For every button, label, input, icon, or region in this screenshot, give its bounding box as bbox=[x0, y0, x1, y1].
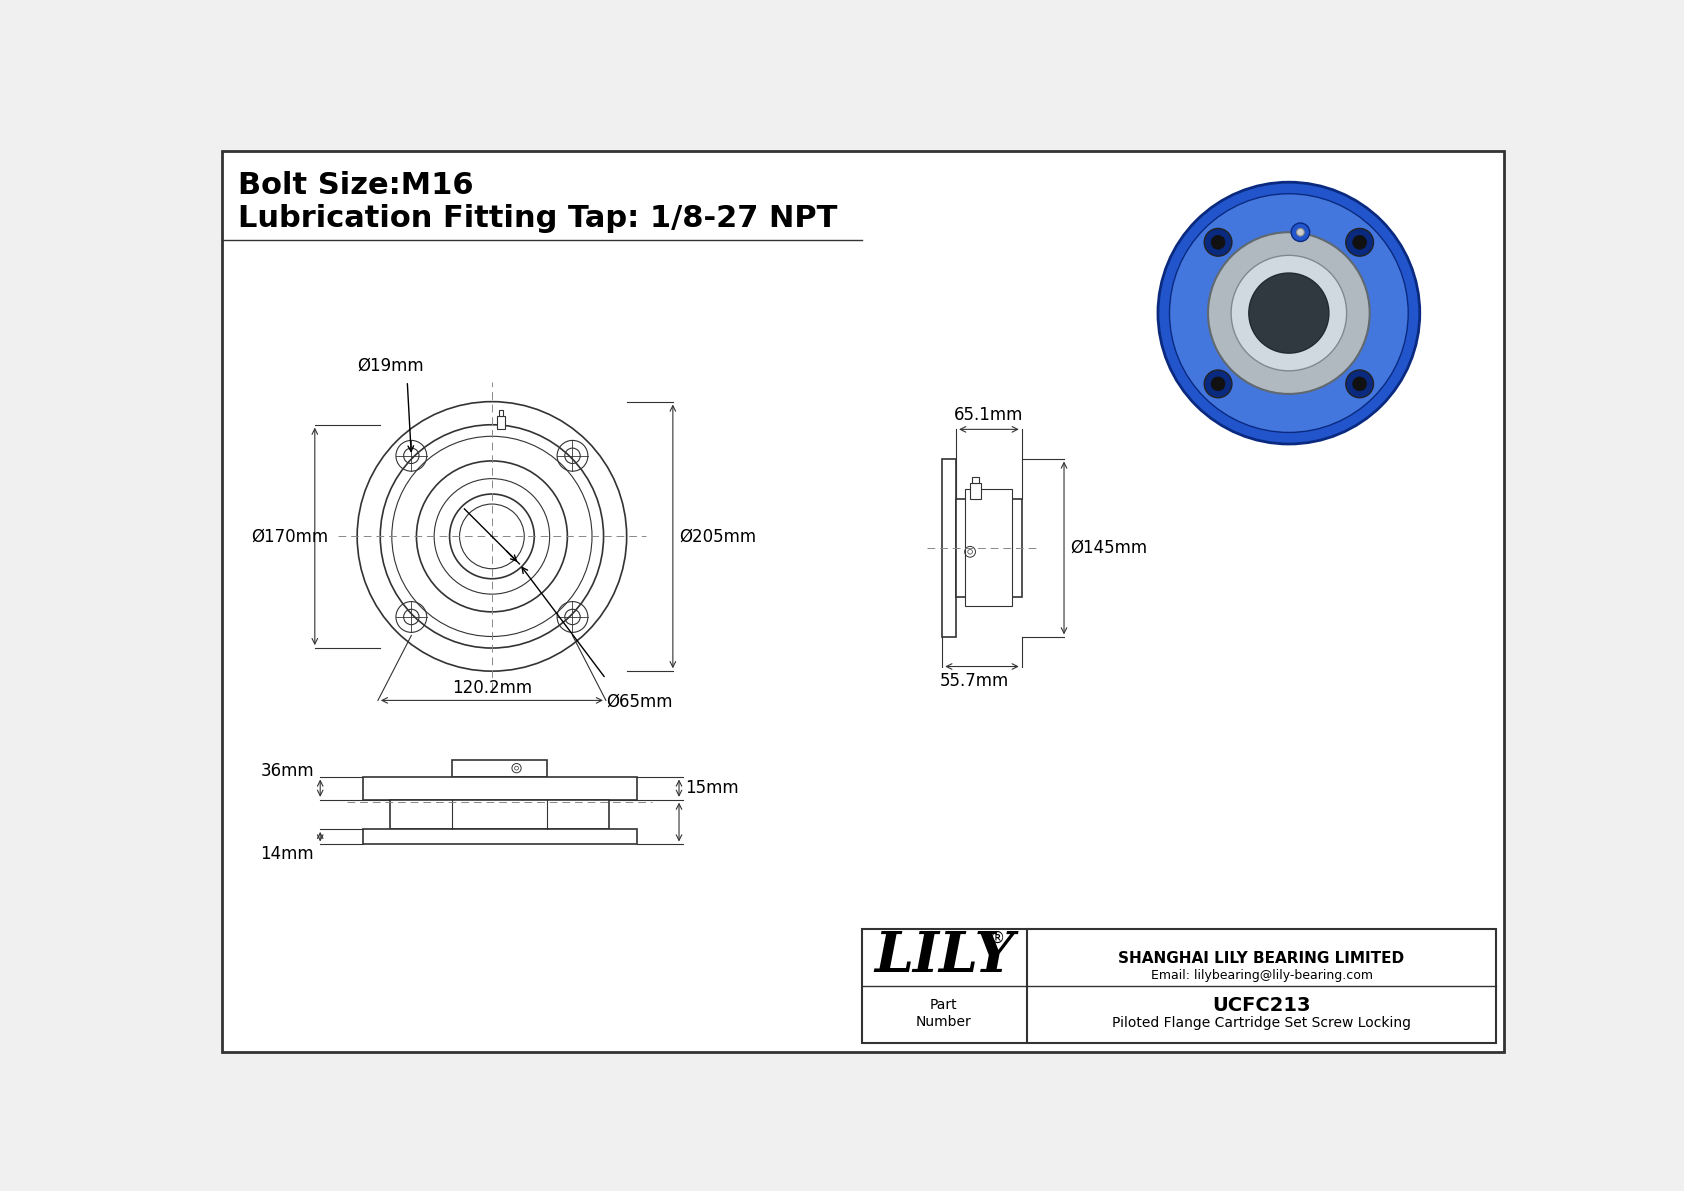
Bar bbox=[943, 459, 957, 637]
Text: Bolt Size:M16: Bolt Size:M16 bbox=[237, 170, 473, 200]
Circle shape bbox=[1211, 236, 1224, 249]
Circle shape bbox=[1169, 194, 1408, 432]
Text: LILY: LILY bbox=[874, 929, 1014, 984]
Text: UCFC213: UCFC213 bbox=[1212, 996, 1310, 1015]
Circle shape bbox=[1346, 370, 1374, 398]
Text: Piloted Flange Cartridge Set Screw Locking: Piloted Flange Cartridge Set Screw Locki… bbox=[1111, 1016, 1411, 1030]
Circle shape bbox=[1352, 376, 1367, 391]
Circle shape bbox=[1204, 229, 1233, 256]
Bar bbox=[362, 829, 637, 844]
Bar bbox=[497, 417, 505, 429]
Text: Email: lilybearing@lily-bearing.com: Email: lilybearing@lily-bearing.com bbox=[1150, 969, 1372, 983]
Text: Ø19mm: Ø19mm bbox=[357, 356, 424, 375]
Bar bbox=[862, 929, 1495, 1043]
Text: 65.1mm: 65.1mm bbox=[955, 406, 1024, 424]
Bar bbox=[972, 478, 980, 484]
Text: 14mm: 14mm bbox=[261, 844, 313, 862]
Bar bbox=[965, 490, 1012, 606]
Text: 36mm: 36mm bbox=[261, 762, 313, 780]
Bar bbox=[451, 760, 547, 777]
Circle shape bbox=[1250, 273, 1329, 353]
Text: 120.2mm: 120.2mm bbox=[451, 679, 532, 697]
Circle shape bbox=[1297, 229, 1305, 236]
Text: Lubrication Fitting Tap: 1/8-27 NPT: Lubrication Fitting Tap: 1/8-27 NPT bbox=[237, 204, 837, 232]
Text: ®: ® bbox=[990, 930, 1005, 946]
Bar bbox=[498, 410, 504, 417]
Circle shape bbox=[1207, 232, 1369, 394]
Bar bbox=[970, 484, 980, 499]
Text: 15mm: 15mm bbox=[685, 779, 739, 797]
Bar bbox=[362, 777, 637, 799]
Circle shape bbox=[1231, 255, 1347, 370]
Circle shape bbox=[1346, 229, 1374, 256]
Text: 55.7mm: 55.7mm bbox=[940, 672, 1009, 690]
Circle shape bbox=[1211, 376, 1224, 391]
Circle shape bbox=[1292, 223, 1310, 242]
Text: Ø65mm: Ø65mm bbox=[606, 693, 672, 711]
Text: Part
Number: Part Number bbox=[916, 998, 972, 1029]
Text: SHANGHAI LILY BEARING LIMITED: SHANGHAI LILY BEARING LIMITED bbox=[1118, 952, 1404, 966]
Bar bbox=[391, 799, 610, 829]
Text: Ø205mm: Ø205mm bbox=[679, 528, 756, 545]
Bar bbox=[957, 499, 1022, 597]
Text: Ø170mm: Ø170mm bbox=[251, 528, 328, 545]
Circle shape bbox=[1352, 236, 1367, 249]
Circle shape bbox=[1204, 370, 1233, 398]
Circle shape bbox=[1159, 182, 1420, 444]
Text: Ø145mm: Ø145mm bbox=[1069, 540, 1147, 557]
